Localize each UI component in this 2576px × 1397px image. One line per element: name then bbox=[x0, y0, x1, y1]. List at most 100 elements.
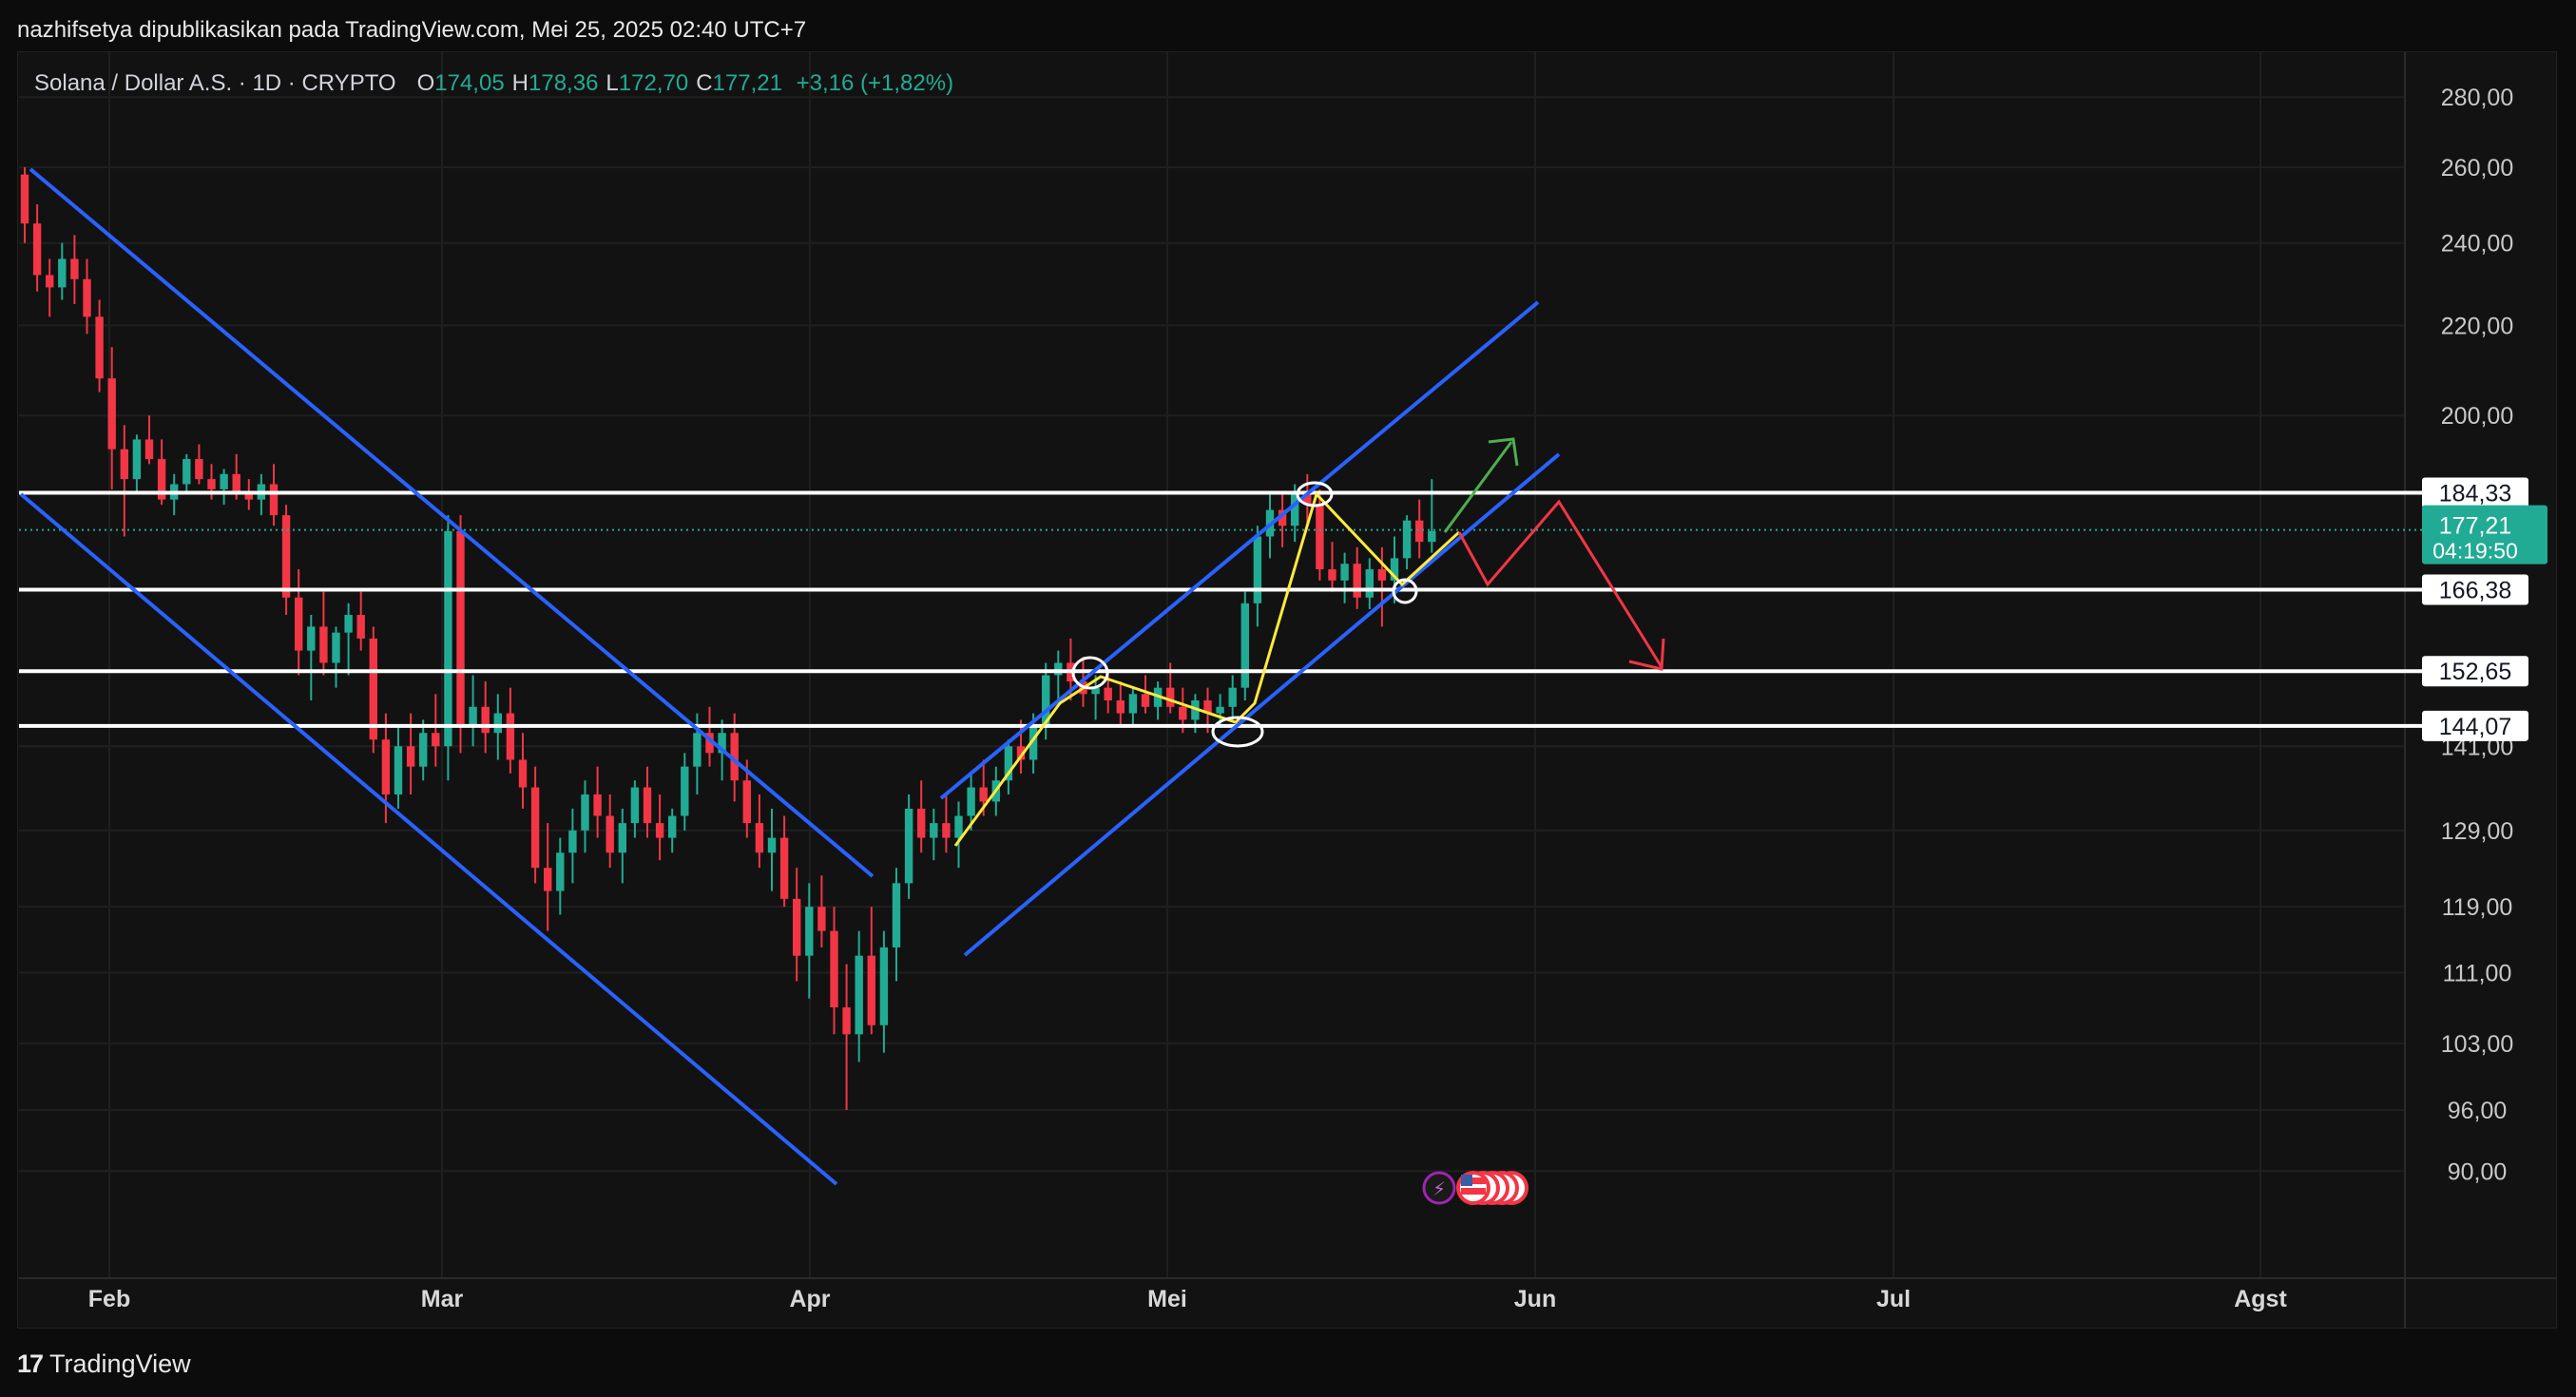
open-value: 174,05 bbox=[434, 70, 505, 96]
channel-line bbox=[939, 300, 1540, 800]
candle-body bbox=[1104, 687, 1112, 701]
candle-body bbox=[668, 815, 677, 838]
candle-body bbox=[1228, 687, 1237, 707]
candle-body bbox=[568, 830, 577, 853]
candle-body bbox=[606, 815, 614, 853]
candle-body bbox=[967, 787, 975, 816]
candle-body bbox=[618, 823, 626, 853]
candle-body bbox=[954, 815, 963, 838]
candle-body bbox=[1203, 700, 1212, 714]
candle-body bbox=[693, 733, 702, 767]
candle-body bbox=[742, 780, 751, 824]
ohlc-legend: Solana / Dollar A.S. · 1D · CRYPTO O174,0… bbox=[34, 70, 953, 97]
candle-body bbox=[493, 713, 502, 734]
pattern-path bbox=[953, 491, 1461, 847]
candle-body bbox=[1091, 687, 1100, 695]
candle-body bbox=[1303, 494, 1312, 506]
candle-body bbox=[530, 787, 540, 869]
candle-body bbox=[1016, 746, 1026, 760]
candle-body bbox=[1166, 687, 1175, 707]
countdown-label: 04:19:50 bbox=[2432, 539, 2518, 564]
level-price-label: 184,33 bbox=[2439, 480, 2511, 507]
level-price-tag bbox=[2422, 656, 2528, 687]
symbol-label[interactable]: Solana / Dollar A.S. · 1D · CRYPTO bbox=[34, 70, 396, 96]
candle-body bbox=[232, 473, 240, 495]
candle-body bbox=[817, 907, 826, 931]
current-price-tag bbox=[2422, 505, 2547, 565]
candle-body bbox=[481, 706, 490, 734]
pivot-marker bbox=[1071, 656, 1109, 690]
candle-body bbox=[705, 733, 714, 754]
time-tick-label: Mar bbox=[421, 1286, 464, 1312]
candle-body bbox=[655, 823, 664, 838]
publish-info: nazhifsetya dipublikasikan pada TradingV… bbox=[17, 17, 807, 43]
candle-body bbox=[1390, 558, 1399, 581]
brand-text: TradingView bbox=[49, 1349, 191, 1378]
candle-body bbox=[46, 275, 54, 288]
level-price-tag bbox=[2422, 710, 2528, 741]
candle-body bbox=[95, 316, 104, 379]
candle-body bbox=[581, 794, 589, 831]
candle-body bbox=[419, 733, 428, 767]
chart-panel[interactable] bbox=[17, 51, 2557, 1329]
price-tick-label: 103,00 bbox=[2441, 1031, 2513, 1058]
candle-body bbox=[220, 473, 228, 489]
level-price-tag bbox=[2422, 477, 2528, 508]
candle-body bbox=[406, 746, 415, 767]
candle-body bbox=[207, 479, 216, 489]
price-tick-label: 200,00 bbox=[2441, 403, 2513, 430]
flag-canton bbox=[1461, 1175, 1472, 1186]
price-tick-label: 280,00 bbox=[2441, 85, 2513, 111]
lightning-event-icon bbox=[1422, 1171, 1456, 1205]
candle-body bbox=[1191, 700, 1200, 720]
candle-body bbox=[83, 278, 91, 317]
candle-body bbox=[70, 258, 79, 279]
pivot-marker bbox=[1392, 578, 1418, 604]
candle-body bbox=[718, 733, 726, 754]
level-price-label: 166,38 bbox=[2439, 577, 2511, 603]
candle-body bbox=[917, 808, 926, 838]
candle-body bbox=[1316, 505, 1324, 570]
candle-body bbox=[556, 852, 565, 891]
level-price-tag bbox=[2422, 574, 2528, 605]
candle-body bbox=[20, 174, 29, 224]
candle-body bbox=[767, 837, 777, 853]
price-tick-label: 111,00 bbox=[2443, 960, 2512, 986]
price-tick-label: 220,00 bbox=[2441, 313, 2513, 339]
candle-body bbox=[730, 733, 739, 781]
candle-body bbox=[356, 615, 365, 639]
change-value: +3,16 (+1,82%) bbox=[796, 70, 954, 96]
channel-line bbox=[29, 167, 875, 878]
price-tick-label: 119,00 bbox=[2442, 894, 2513, 921]
bull-arrow-line bbox=[1443, 441, 1513, 533]
candle-body bbox=[432, 733, 440, 747]
candle-body bbox=[518, 759, 528, 788]
flag-stripe bbox=[1461, 1177, 1486, 1184]
candle-body bbox=[593, 794, 602, 816]
candle-body bbox=[132, 439, 142, 480]
candle-body bbox=[1415, 520, 1424, 543]
low-label: L bbox=[606, 70, 619, 96]
bear-arrow-head bbox=[1628, 638, 1665, 671]
high-value: 178,36 bbox=[529, 70, 599, 96]
candle-body bbox=[842, 1006, 851, 1035]
candle-body bbox=[904, 808, 913, 884]
candle-body bbox=[381, 739, 391, 794]
candle-body bbox=[1128, 694, 1138, 714]
candle-body bbox=[369, 638, 377, 740]
candle-body bbox=[183, 459, 191, 485]
candle-body bbox=[979, 787, 988, 802]
candle-body bbox=[930, 823, 938, 838]
candle-body bbox=[1353, 564, 1361, 598]
pivot-marker bbox=[1296, 481, 1334, 507]
tradingview-brand[interactable]: 17 TradingView bbox=[17, 1349, 191, 1379]
level-price-label: 144,07 bbox=[2439, 714, 2511, 740]
candle-body bbox=[269, 484, 279, 516]
candle-body bbox=[281, 515, 291, 598]
candle-body bbox=[1141, 694, 1150, 707]
candle-body bbox=[1428, 530, 1436, 543]
close-value: 177,21 bbox=[712, 70, 782, 96]
current-price-label: 177,21 bbox=[2439, 513, 2511, 540]
channel-line bbox=[19, 492, 838, 1186]
